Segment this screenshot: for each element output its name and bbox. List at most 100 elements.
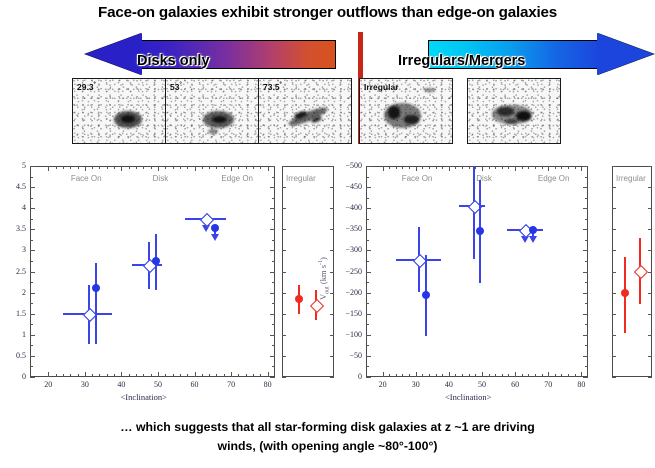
y-axis-tick: [30, 377, 35, 378]
arrow-right-shaft: [428, 40, 601, 69]
y-axis-minor-tick: [30, 345, 33, 347]
inset-y-tick: [282, 355, 286, 357]
inset-y-tick: [282, 313, 286, 315]
x-axis-minor-tick: [568, 166, 570, 169]
y-axis-minor-tick: [30, 260, 33, 262]
region-annotation: Disk: [152, 174, 169, 183]
x-axis-minor-tick: [561, 166, 563, 169]
y-axis-tick-label: 1.5: [16, 308, 26, 318]
x-axis-tick-label: 70: [227, 380, 236, 389]
error-bar-vertical: [472, 206, 475, 259]
y-axis-minor-tick: [366, 239, 369, 241]
x-axis-tick: [382, 372, 384, 377]
y-axis-tick-label: 0: [358, 372, 362, 381]
x-axis-minor-tick: [114, 166, 116, 169]
y-axis-tick: [366, 166, 371, 167]
inset-y-tick: [282, 334, 286, 336]
x-axis-minor-tick: [508, 374, 510, 377]
x-axis-minor-tick: [223, 166, 225, 169]
arrow-right-label: Irregulars/Mergers: [398, 53, 526, 69]
inset-y-tick: [330, 208, 334, 210]
x-axis-minor-tick: [475, 374, 477, 377]
x-axis-tick-label: 20: [378, 380, 387, 389]
y-axis-tick: [583, 313, 588, 315]
x-axis-minor-tick: [435, 166, 437, 169]
x-axis-minor-tick: [395, 374, 397, 377]
error-bar-vertical: [147, 264, 150, 290]
y-axis-tick: [366, 355, 371, 357]
y-axis-minor-tick: [272, 324, 275, 326]
y-axis-tick-label: 1: [22, 329, 26, 339]
x-axis-tick: [415, 372, 417, 377]
error-bar-vertical: [87, 313, 90, 345]
y-axis-tick: [366, 187, 371, 189]
inset-data-point-filled: [621, 288, 630, 297]
y-axis-tick-label: 0: [22, 372, 26, 381]
x-axis-minor-tick: [574, 166, 576, 169]
inset-y-tick: [330, 313, 334, 315]
error-bar-vertical: [94, 288, 97, 345]
inset-y-tick: [330, 250, 334, 252]
y-axis-tick: [583, 166, 588, 167]
noise-texture: [73, 79, 165, 143]
inset-y-tick: [282, 377, 286, 378]
y-axis-tick-label: −250: [345, 266, 362, 276]
y-axis-tick: [30, 313, 35, 315]
y-axis-tick: [583, 208, 588, 210]
y-axis-minor-tick: [366, 345, 369, 347]
inset-y-tick: [330, 187, 334, 189]
y-axis-tick: [366, 271, 371, 273]
x-axis-tick: [84, 166, 86, 171]
arrow-left-shaft: [140, 40, 336, 69]
y-axis-minor-tick: [585, 282, 588, 284]
data-point-filled: [476, 227, 485, 236]
y-axis-tick: [583, 355, 588, 357]
disks-arrow-left-icon: [85, 33, 336, 75]
y-axis-minor-tick: [272, 345, 275, 347]
error-bar-vertical: [418, 227, 420, 260]
data-point-filled: [421, 290, 430, 299]
inset-y-tick: [282, 166, 286, 167]
y-axis-tick: [30, 166, 35, 167]
error-bar-vertical: [87, 285, 90, 314]
y-axis-minor-tick: [585, 197, 588, 199]
y-axis-tick: [270, 271, 275, 273]
y-axis-tick: [30, 292, 35, 294]
y-axis-tick-label: −450: [345, 182, 362, 192]
galaxy-panel-label: 29.3°: [77, 82, 96, 92]
inset-y-tick: [330, 377, 334, 378]
y-axis-tick: [270, 313, 275, 315]
x-axis-minor-tick: [462, 166, 464, 169]
y-axis-tick: [270, 250, 275, 252]
y-axis-tick-label: 3.5: [16, 224, 26, 234]
x-axis-minor-tick: [62, 166, 64, 169]
x-axis-minor-tick: [402, 166, 404, 169]
x-axis-tick: [448, 372, 450, 377]
inset-y-tick: [612, 250, 616, 252]
y-axis-minor-tick: [272, 303, 275, 305]
error-bar-vertical: [479, 179, 482, 232]
y-axis-minor-tick: [30, 303, 33, 305]
x-axis-tick-label: 40: [444, 380, 453, 389]
x-axis-minor-tick: [554, 166, 556, 169]
x-axis-minor-tick: [475, 166, 477, 169]
galaxy-panel: [467, 78, 561, 144]
x-axis-minor-tick: [422, 374, 424, 377]
x-axis-minor-tick: [223, 374, 225, 377]
x-axis-minor-tick: [143, 374, 145, 377]
x-axis-minor-tick: [179, 374, 181, 377]
y-axis-tick-label: 4.5: [16, 182, 26, 192]
inset-y-tick: [612, 313, 616, 315]
error-bar-vertical: [532, 230, 535, 239]
x-axis-tick: [157, 166, 159, 171]
y-axis-tick: [30, 229, 35, 231]
x-axis-minor-tick: [201, 374, 203, 377]
data-point-filled: [91, 284, 100, 293]
galaxy-panel-label: Irregular: [364, 82, 399, 92]
upper-limit-arrow: [201, 224, 210, 232]
x-axis-minor-tick: [209, 374, 211, 377]
x-axis-tick: [121, 372, 123, 377]
galaxy-blob: [387, 105, 401, 119]
galaxy-blob: [424, 87, 436, 93]
